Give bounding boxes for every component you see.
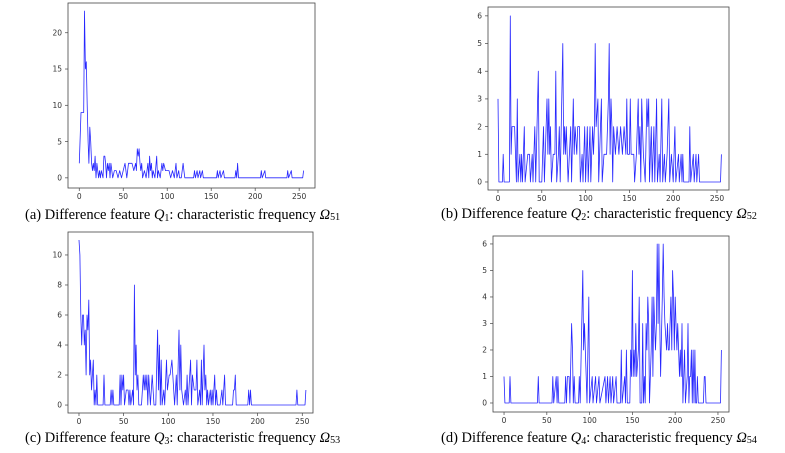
x-tick-label: 100 [582,416,597,425]
axes-frame [487,6,730,191]
axes-frame [67,2,316,189]
caption-omega-sub: 52 [746,211,757,222]
caption-omega-sub: 51 [330,212,341,223]
x-tick-label: 200 [248,192,263,201]
x-tick-label: 0 [77,417,82,426]
x-tick-label: 150 [622,194,637,203]
caption-d: (d) Difference feature Q4: characteristi… [441,430,757,447]
caption-text: : characteristic frequency [586,430,737,446]
caption-var: Q [153,207,165,223]
caption-c: (c) Difference feature Q3: characteristi… [25,430,340,447]
y-tick-label: 2 [477,122,482,131]
y-tick-label: 4 [57,341,62,350]
chart-panel-d: 0 50 100 150 200 250 0 1 2 3 4 5 6 [482,235,730,425]
y-tick-label: 5 [482,266,487,275]
caption-label: (d) Difference feature [441,430,571,446]
caption-label: (a) Difference feature [25,207,154,223]
y-tick-label: 6 [482,240,487,249]
series-line [497,15,722,183]
caption-omega-sub: 54 [746,435,757,446]
x-tick-label: 200 [250,417,265,426]
x-tick-label: 200 [666,194,681,203]
chart-panel-c: 0 50 100 150 200 250 0 2 4 6 8 10 [52,231,314,426]
series-line [78,10,304,179]
y-tick-label: 1 [477,150,482,159]
caption-var-sub: 3 [164,436,170,447]
caption-omega: Ω [736,430,747,446]
caption-var: Q [570,206,582,222]
x-tick-label: 50 [542,416,552,425]
x-tick-label: 0 [502,416,507,425]
series-line [78,239,307,406]
y-tick-label: 3 [477,95,482,104]
caption-text: : characteristic frequency [169,207,320,223]
caption-var-sub: 1 [164,213,170,224]
x-tick-label: 50 [118,192,128,201]
caption-label: (c) Difference feature [25,430,154,446]
x-tick-label: 0 [496,194,501,203]
caption-omega-sub: 53 [330,435,341,446]
caption-label: (b) Difference feature [441,206,571,222]
x-tick-label: 250 [292,192,307,201]
x-tick-label: 100 [578,194,593,203]
x-tick-label: 50 [537,194,547,203]
caption-omega: Ω [736,206,747,222]
caption-var: Q [570,430,582,446]
y-tick-label: 2 [482,346,487,355]
caption-var-sub: 4 [581,436,587,447]
x-tick-label: 150 [206,417,221,426]
x-tick-label: 200 [668,416,683,425]
x-tick-label: 150 [625,416,640,425]
y-tick-label: 4 [477,67,482,76]
caption-omega: Ω [319,207,331,223]
y-tick-label: 6 [57,311,62,320]
caption-omega: Ω [319,430,331,446]
x-tick-label: 250 [710,194,725,203]
x-tick-label: 100 [161,417,176,426]
y-tick-label: 0 [57,401,62,410]
y-tick-label: 0 [482,399,487,408]
caption-var: Q [153,430,165,446]
chart-panel-b: 0 50 100 150 200 250 0 1 2 3 4 5 6 [477,6,730,203]
caption-b: (b) Difference feature Q2: characteristi… [441,206,757,223]
x-tick-label: 0 [77,192,82,201]
y-tick-label: 0 [57,174,62,183]
caption-var-sub: 2 [581,212,587,223]
x-tick-label: 250 [295,417,310,426]
y-tick-label: 5 [57,137,62,146]
x-tick-label: 50 [119,417,129,426]
y-tick-label: 10 [52,251,62,260]
x-tick-label: 100 [160,192,175,201]
axes-frame [67,231,314,414]
caption-text: : characteristic frequency [169,430,320,446]
y-tick-label: 20 [52,28,62,37]
caption-text: : characteristic frequency [586,206,737,222]
y-tick-label: 3 [482,319,487,328]
y-tick-label: 6 [477,12,482,21]
chart-panel-a: 0 50 100 150 200 250 0 5 10 15 20 [52,2,316,201]
axes-frame [492,235,730,413]
series-line [503,243,722,404]
y-tick-label: 1 [482,372,487,381]
y-tick-label: 5 [477,39,482,48]
x-tick-label: 250 [711,416,726,425]
y-tick-label: 10 [52,101,62,110]
y-tick-label: 4 [482,293,487,302]
y-tick-label: 2 [57,371,62,380]
y-tick-label: 15 [52,65,62,74]
y-tick-label: 8 [57,281,62,290]
caption-a: (a) Difference feature Q1: characteristi… [25,207,340,224]
y-tick-label: 0 [477,178,482,187]
x-tick-label: 150 [204,192,219,201]
